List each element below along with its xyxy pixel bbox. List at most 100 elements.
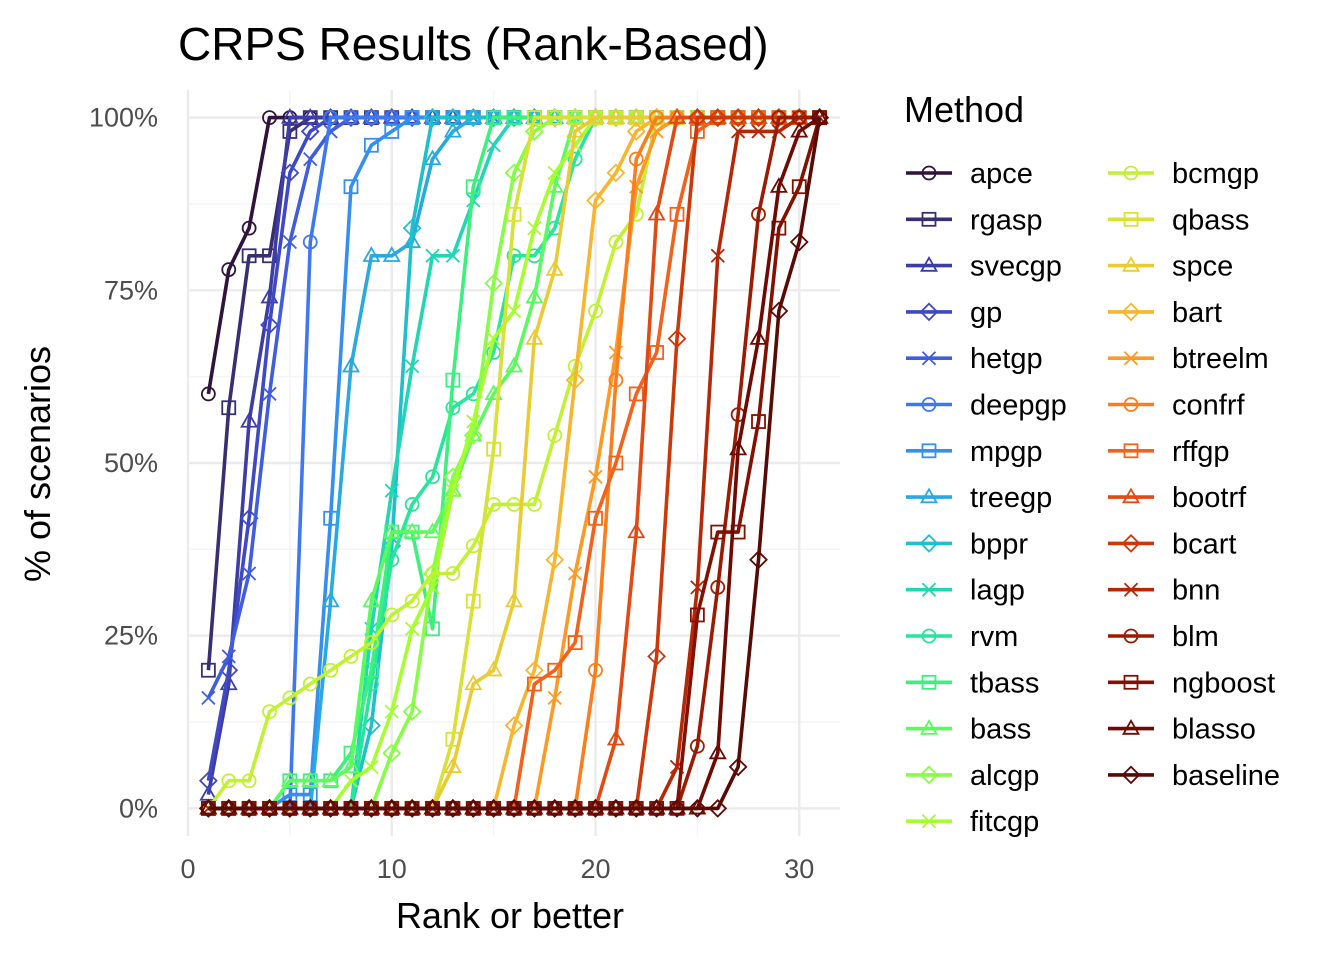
legend-key-marker [919, 302, 939, 322]
data-point-rffgp [628, 386, 644, 402]
data-point-rgasp [221, 400, 237, 416]
data-point-bcmgp [363, 635, 379, 650]
legend-key-marker [1123, 628, 1139, 644]
legend-label: baseline [1172, 760, 1280, 792]
legend-label: deepgp [970, 390, 1067, 422]
data-point-bass [301, 771, 320, 787]
data-point-rffgp [526, 676, 542, 692]
data-point-bcmgp [588, 303, 603, 319]
data-point-treegp [321, 591, 340, 608]
y-tick-label: 75% [104, 275, 158, 305]
data-point-baseline [545, 798, 565, 818]
legend-label: bootrf [1172, 482, 1247, 514]
legend-label: bnn [1172, 575, 1220, 607]
data-point-rffgp [669, 206, 685, 222]
legend-key-marker [921, 628, 937, 644]
data-point-bcart [749, 108, 768, 128]
legend-label: blasso [1172, 714, 1256, 746]
x-tick-label: 0 [180, 854, 195, 884]
legend-item-bcart: bcart [1108, 528, 1236, 560]
legend-key-marker [1121, 255, 1141, 272]
data-point-qbass [526, 110, 542, 126]
y-tick-label: 100% [89, 103, 158, 133]
data-point-bart [626, 122, 646, 141]
legend-item-bppr: bppr [906, 528, 1028, 560]
data-point-alcgp [484, 274, 504, 293]
legend-label: rgasp [970, 204, 1043, 236]
legend-item-confrf: confrf [1108, 390, 1245, 422]
data-point-gp [280, 163, 300, 183]
legend-label: treegp [970, 482, 1052, 514]
legend-key-marker [919, 765, 939, 785]
data-point-spce [586, 108, 605, 124]
data-point-bart [586, 191, 605, 210]
legend-items: apce rgasp svecgp gp hetgp deepgp mpgp treegp bp… [906, 158, 1280, 838]
legend-item-treegp: treegp [906, 482, 1052, 514]
legend-item-spce: spce [1108, 251, 1233, 283]
legend-label: qbass [1172, 204, 1249, 236]
data-point-rvm [404, 497, 420, 512]
legend-label: bart [1172, 297, 1222, 329]
data-point-baseline [382, 798, 402, 818]
data-point-bcart [687, 108, 707, 128]
data-point-blasso [769, 177, 788, 193]
data-point-mpgp [363, 137, 379, 153]
legend-key-marker [921, 165, 937, 181]
data-point-baseline [708, 798, 728, 818]
legend-item-blasso: blasso [1108, 714, 1256, 746]
legend-key-marker [921, 814, 937, 829]
data-point-baseline [769, 301, 789, 321]
data-point-baseline [749, 550, 768, 570]
legend-key-marker [1121, 487, 1141, 504]
data-point-bootrf [647, 204, 666, 221]
legend-item-bootrf: bootrf [1108, 482, 1247, 514]
data-point-deepgp [323, 110, 339, 126]
legend-item-alcgp: alcgp [906, 760, 1039, 792]
data-point-svecgp [280, 108, 299, 124]
legend-label: rffgp [1172, 436, 1230, 468]
legend-item-lagp: lagp [906, 575, 1025, 607]
legend-key-marker [921, 397, 937, 412]
legend-label: gp [970, 297, 1002, 329]
legend-label: ngboost [1172, 667, 1275, 699]
data-point-alcgp [545, 108, 565, 128]
data-point-baseline [198, 798, 218, 818]
data-point-treegp [341, 356, 361, 373]
data-point-baseline [239, 798, 259, 818]
data-point-tbass [486, 110, 502, 126]
data-point-treegp [362, 246, 381, 262]
data-point-fitcgp [384, 704, 399, 719]
legend-item-deepgp: deepgp [906, 390, 1067, 422]
legend-item-apce: apce [906, 158, 1033, 190]
data-point-bcmgp [221, 773, 237, 789]
legend-item-baseline: baseline [1108, 760, 1280, 792]
data-point-spce [566, 121, 585, 138]
data-point-bppr [463, 108, 483, 128]
data-point-baseline [667, 798, 687, 818]
data-point-bcmgp [425, 566, 440, 581]
data-point-treegp [423, 149, 442, 166]
legend-key-marker [921, 211, 937, 227]
data-point-bcmgp [608, 234, 624, 250]
data-point-alcgp [463, 425, 483, 445]
data-point-fitcgp [486, 331, 501, 346]
legend-label: alcgp [970, 760, 1039, 792]
data-point-spce [443, 757, 462, 774]
legend-label: apce [970, 158, 1033, 190]
data-point-baseline [423, 798, 442, 818]
legend-key-marker [1121, 765, 1141, 785]
data-point-ngboost [710, 524, 726, 540]
data-point-confrf [649, 110, 665, 126]
data-point-bcmgp [526, 497, 542, 512]
data-point-qbass [465, 593, 481, 609]
data-point-baseline [443, 798, 463, 818]
data-point-baseline [484, 798, 504, 818]
data-point-baseline [687, 798, 707, 818]
legend-key-marker [921, 674, 937, 690]
legend-label: mpgp [970, 436, 1043, 468]
data-point-bass [504, 356, 524, 373]
data-point-blm [771, 110, 787, 126]
legend-item-rgasp: rgasp [906, 204, 1043, 236]
data-point-lagp [404, 359, 420, 374]
